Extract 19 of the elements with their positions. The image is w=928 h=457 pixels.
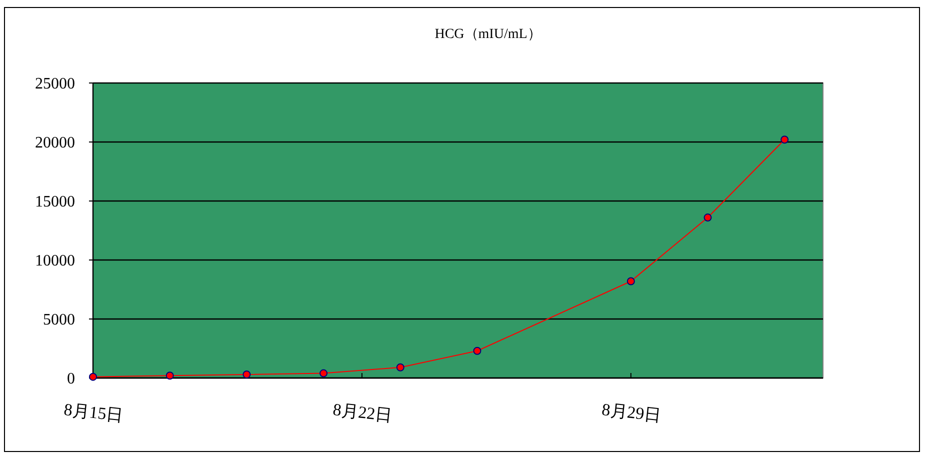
point (242, 370, 251, 378)
point (320, 369, 328, 378)
y-tick-label: 10000 (35, 252, 75, 270)
point (166, 372, 174, 380)
y-tick-label: 20000 (35, 134, 75, 152)
x-tick-label: 8月22日 (332, 400, 394, 426)
y-tick-label: 0 (67, 370, 75, 388)
point (396, 363, 404, 372)
x-tick-label: 8月15日 (62, 400, 124, 426)
point (89, 372, 97, 381)
point (780, 136, 789, 144)
y-tick-label: 15000 (35, 194, 75, 211)
y-tick-label: 5000 (43, 312, 75, 329)
point (626, 277, 635, 286)
x-tick-label: 8月29日 (600, 400, 662, 426)
point (473, 346, 482, 355)
point (704, 214, 712, 222)
chart-title: HCG（mIU/mL） (434, 27, 542, 42)
y-tick-label: 25000 (35, 76, 75, 93)
